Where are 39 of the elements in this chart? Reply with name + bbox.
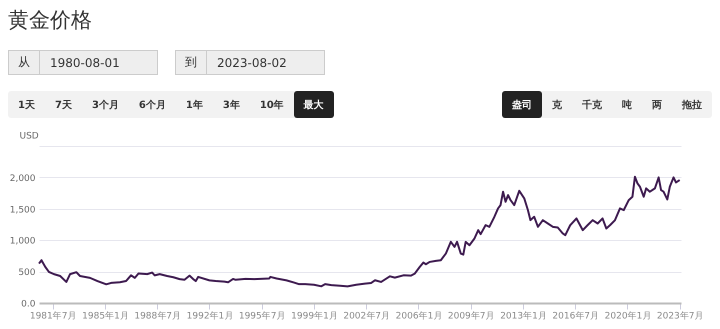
text: 1980-08-01 (49, 54, 120, 72)
text: 两 (651, 98, 663, 112)
y-axis-title: USD (20, 132, 39, 142)
y-tick-label: 0.0 (21, 300, 36, 310)
text: 到 (176, 51, 207, 74)
x-tick-label: 2006年1月 (396, 310, 442, 322)
chart-title: 黄金价格 (8, 7, 92, 34)
text: 7天 (54, 98, 73, 112)
text: 千克 (581, 98, 603, 112)
x-tick-label: 1999年1月 (291, 310, 338, 322)
text: 1天 (17, 98, 36, 112)
text: 最大 (294, 91, 334, 118)
text: 拖拉 (680, 98, 703, 112)
x-tick-label: 1981年7月 (30, 310, 76, 322)
y-tick-label: 500 (18, 268, 36, 278)
text: 3年 (222, 98, 241, 112)
x-tick-label: 2023年7月 (656, 310, 704, 322)
text: 10年 (258, 98, 285, 112)
x-tick-label: 2020年1月 (604, 310, 652, 322)
x-tick-label: 2009年7月 (448, 310, 495, 322)
text: 6个月 (138, 98, 167, 112)
text: 2023-08-02 (216, 54, 287, 72)
x-tick-label: 1985年1月 (82, 310, 129, 322)
x-tick-label: 2016年7月 (552, 310, 600, 322)
text: 吨 (621, 98, 633, 112)
y-tick-label: 1,000 (10, 236, 36, 247)
text: 1年 (184, 98, 204, 112)
x-tick-label: 1992年1月 (186, 310, 234, 322)
text: 盎司 (502, 91, 542, 118)
text: 从 (9, 51, 40, 74)
x-tick-label: 1995年7月 (238, 310, 286, 322)
x-tick-label: 1988年7月 (134, 310, 181, 322)
text: 克 (551, 98, 563, 112)
x-tick-label: 2013年1月 (500, 310, 547, 322)
y-tick-label: 1,500 (10, 205, 36, 216)
text: 3个月 (90, 98, 120, 112)
line-series (38, 176, 681, 288)
y-tick-label: 2,000 (10, 174, 36, 184)
x-tick-label: 2002年7月 (343, 310, 390, 322)
